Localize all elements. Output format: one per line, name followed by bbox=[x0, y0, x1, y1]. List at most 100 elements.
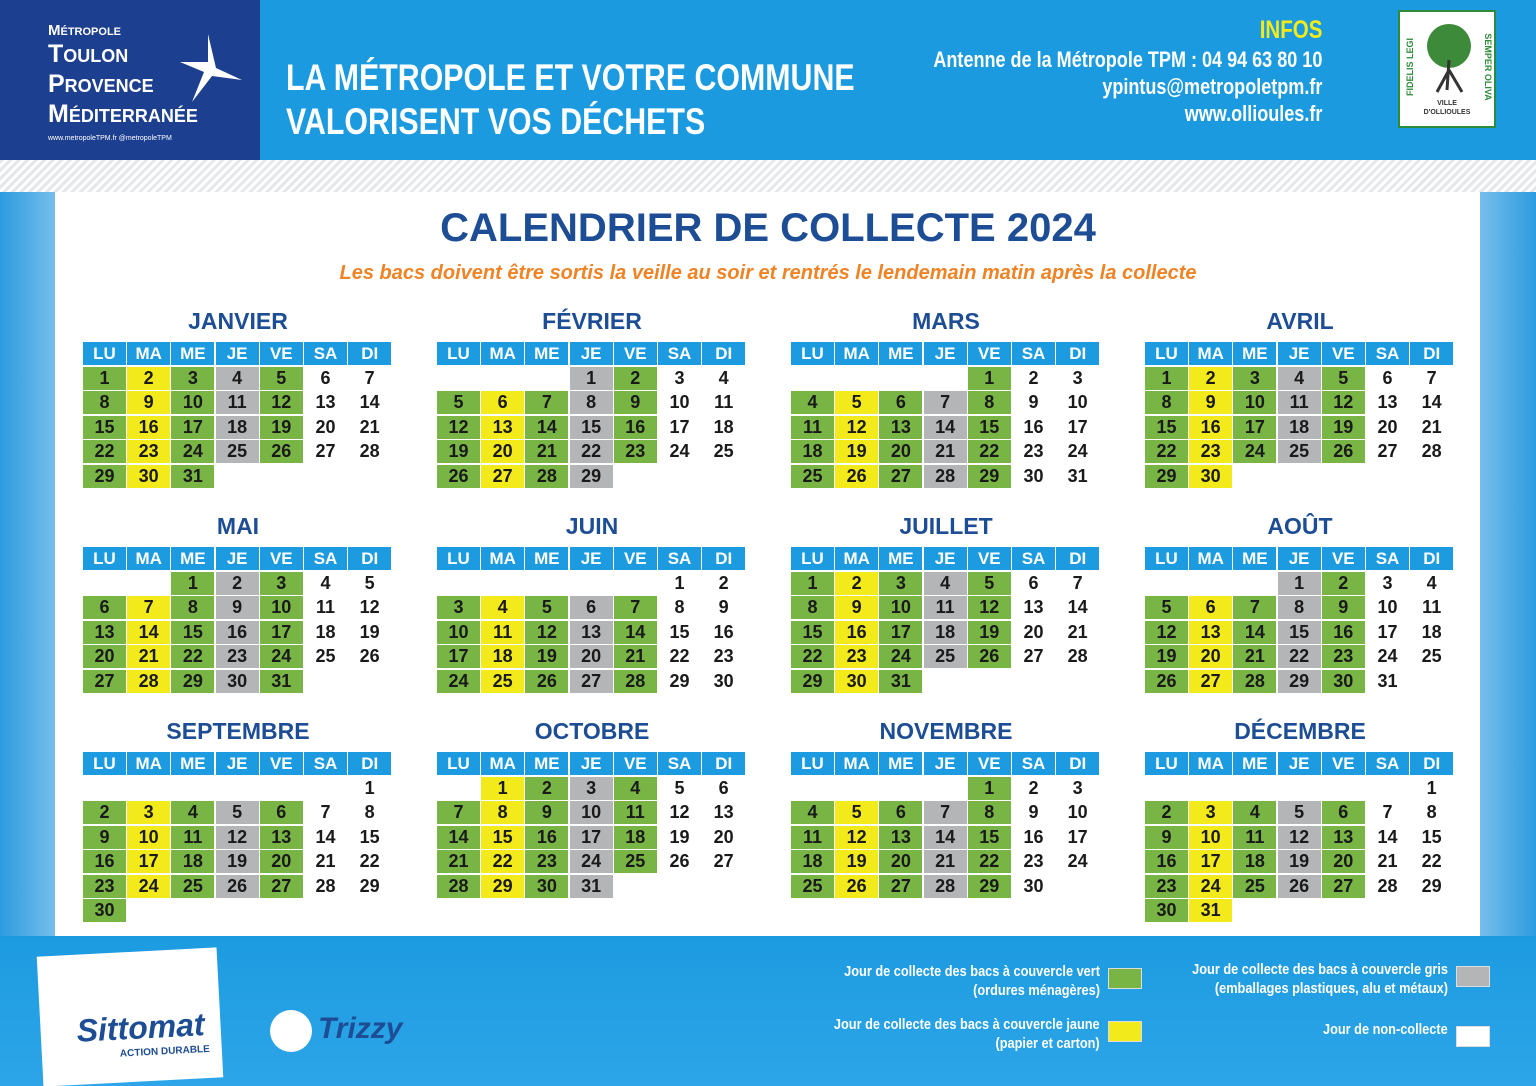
day-cell: 4 bbox=[215, 366, 259, 390]
weekday-header: JE bbox=[569, 547, 613, 570]
day-cell: 11 bbox=[215, 391, 259, 414]
day-cell: 17 bbox=[1233, 415, 1277, 439]
weekday-header: ME bbox=[1233, 342, 1277, 365]
day-cell: 18 bbox=[791, 850, 834, 873]
day-cell: 1 bbox=[967, 366, 1011, 390]
day-cell: 16 bbox=[525, 825, 569, 849]
day-cell: 2 bbox=[1012, 366, 1055, 390]
tree-icon bbox=[1427, 24, 1471, 93]
weekday-header: VE bbox=[259, 547, 303, 570]
month-name: JANVIER bbox=[188, 308, 288, 334]
day-cell: 15 bbox=[658, 620, 701, 644]
day-cell: 26 bbox=[1145, 669, 1188, 693]
day-cell: 17 bbox=[569, 825, 613, 849]
day-cell: 21 bbox=[127, 645, 171, 668]
day-cell: 12 bbox=[525, 620, 569, 644]
day-cell: 14 bbox=[1410, 391, 1454, 414]
day-cell: 6 bbox=[879, 801, 923, 824]
day-cell: 8 bbox=[967, 391, 1011, 414]
day-cell: 7 bbox=[1233, 596, 1277, 619]
day-cell: 20 bbox=[304, 415, 347, 439]
day-cell: 22 bbox=[1410, 850, 1454, 873]
day-cell: 13 bbox=[304, 391, 347, 414]
day-cell: 1 bbox=[1277, 571, 1321, 595]
day-cell: 11 bbox=[1233, 825, 1277, 849]
day-cell: 8 bbox=[83, 391, 126, 414]
day-cell: 25 bbox=[702, 440, 746, 463]
day-cell: 14 bbox=[348, 391, 392, 414]
day-cell: 23 bbox=[1189, 440, 1233, 463]
day-cell: 9 bbox=[1189, 391, 1233, 414]
day-cell: 26 bbox=[215, 874, 259, 898]
day-cell: 21 bbox=[437, 850, 480, 873]
day-cell: 7 bbox=[613, 596, 657, 619]
weekday-header: LU bbox=[1145, 547, 1188, 570]
day-cell: 2 bbox=[525, 776, 569, 800]
weekday-header: SA bbox=[658, 752, 701, 775]
day-cell: 13 bbox=[702, 801, 746, 824]
day-cell: 24 bbox=[658, 440, 701, 463]
day-cell: 12 bbox=[1277, 825, 1321, 849]
day-cell: 12 bbox=[658, 801, 701, 824]
day-cell: 31 bbox=[879, 669, 923, 693]
legend-text: Jour de collecte des bacs à couvercle ve… bbox=[844, 963, 1100, 980]
day-cell: 25 bbox=[1277, 440, 1321, 463]
day-cell: 20 bbox=[1189, 645, 1233, 668]
day-cell: 25 bbox=[791, 464, 834, 488]
day-cell: 14 bbox=[1366, 825, 1409, 849]
day-cell: 19 bbox=[525, 645, 569, 668]
weekday-header: MA bbox=[1189, 342, 1233, 365]
weekday-header: VE bbox=[259, 752, 303, 775]
legend-item: Jour de collecte des bacs à couvercle gr… bbox=[1192, 960, 1448, 998]
day-cell: 20 bbox=[1321, 850, 1365, 873]
weekday-header: DI bbox=[1056, 547, 1100, 570]
day-cell: 31 bbox=[1189, 899, 1233, 922]
weekday-header: ME bbox=[879, 547, 923, 570]
day-cell: 14 bbox=[923, 825, 967, 849]
day-cell: 31 bbox=[259, 669, 303, 693]
hatch-strip bbox=[0, 160, 1536, 192]
day-cell: 5 bbox=[1321, 366, 1365, 390]
day-cell: 29 bbox=[348, 874, 392, 898]
day-cell: 12 bbox=[437, 415, 480, 439]
day-cell: 31 bbox=[1056, 464, 1100, 488]
day-cell: 19 bbox=[348, 620, 392, 644]
day-cell: 16 bbox=[1012, 825, 1055, 849]
trizzy-name: Trizzy bbox=[318, 1012, 403, 1045]
weekday-header: MA bbox=[127, 752, 171, 775]
day-cell: 28 bbox=[613, 669, 657, 693]
weekday-header: LU bbox=[791, 342, 834, 365]
weekday-header: VE bbox=[1321, 752, 1365, 775]
day-cell: 16 bbox=[1321, 620, 1365, 644]
day-cell: 25 bbox=[1233, 874, 1277, 898]
infos: INFOS Antenne de la Métropole TPM : 04 9… bbox=[933, 14, 1322, 127]
weekday-header: JE bbox=[923, 752, 967, 775]
day-cell: 30 bbox=[1189, 464, 1233, 488]
day-cell: 11 bbox=[923, 596, 967, 619]
weekday-header: VE bbox=[613, 752, 657, 775]
infos-title: INFOS bbox=[1259, 16, 1322, 44]
day-cell: 19 bbox=[835, 850, 879, 873]
day-cell: 2 bbox=[702, 571, 746, 595]
day-cell: 22 bbox=[1277, 645, 1321, 668]
month-name: DÉCEMBRE bbox=[1234, 718, 1366, 744]
weekday-header: ME bbox=[171, 547, 215, 570]
weekday-header: ME bbox=[525, 547, 569, 570]
weekday-header: DI bbox=[1410, 547, 1454, 570]
weekday-header: JE bbox=[569, 752, 613, 775]
day-cell: 25 bbox=[215, 440, 259, 463]
day-cell: 8 bbox=[481, 801, 525, 824]
legend-text: Jour de collecte des bacs à couvercle gr… bbox=[1192, 961, 1448, 978]
day-cell: 17 bbox=[658, 415, 701, 439]
day-cell: 12 bbox=[259, 391, 303, 414]
weekday-header: ME bbox=[525, 342, 569, 365]
brand-line: Toulon bbox=[48, 40, 129, 68]
day-cell: 21 bbox=[525, 440, 569, 463]
day-cell: 4 bbox=[1277, 366, 1321, 390]
day-cell: 27 bbox=[879, 874, 923, 898]
weekday-header: SA bbox=[658, 342, 701, 365]
crest-text: SEMPER OLIVA bbox=[1483, 33, 1493, 101]
brand-line: Métropole bbox=[48, 22, 122, 39]
day-cell: 2 bbox=[83, 801, 126, 824]
day-cell: 29 bbox=[569, 464, 613, 488]
